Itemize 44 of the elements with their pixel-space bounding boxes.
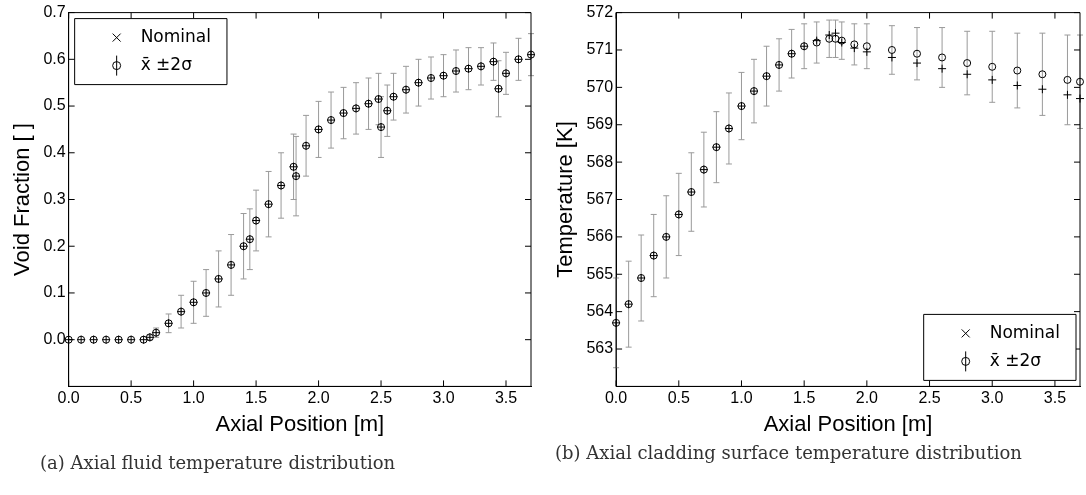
y-tick-label: 0.2 <box>43 236 66 254</box>
x-tick-label: 3.5 <box>494 389 518 407</box>
y-axis-title: Temperature [K] <box>552 121 578 278</box>
y-tick-label: 564 <box>586 302 614 320</box>
legend-label: x̄ ±2σ <box>140 54 193 75</box>
y-tick-label: 0.5 <box>43 96 66 114</box>
x-tick-label: 2.0 <box>855 389 879 407</box>
y-tick-label: 563 <box>586 339 614 357</box>
y-tick-label: 571 <box>586 40 614 58</box>
y-tick-label: 566 <box>586 227 614 245</box>
x-tick-label: 3.0 <box>981 389 1004 407</box>
y-tick-label: 568 <box>586 152 614 170</box>
y-tick-label: 570 <box>586 77 614 95</box>
y-tick-label: 572 <box>586 3 614 21</box>
x-tick-label: 0.5 <box>120 389 143 407</box>
legend-label: Nominal <box>989 321 1061 342</box>
x-tick-label: 0.5 <box>667 389 690 407</box>
x-tick-label: 2.0 <box>307 389 330 407</box>
y-tick-label: 0.4 <box>43 143 66 161</box>
y-tick-label: 0.3 <box>43 189 66 207</box>
legend-label: Nominal <box>140 26 211 47</box>
legend-label: x̄ ±2σ <box>989 349 1042 370</box>
y-tick-label: 0.7 <box>43 3 66 21</box>
x-tick-label: 1.0 <box>730 389 753 407</box>
y-tick-label: 567 <box>586 189 614 207</box>
x-tick-label: 3.0 <box>432 389 455 407</box>
x-tick-label: 0.0 <box>604 389 628 407</box>
y-tick-label: 565 <box>586 264 614 282</box>
x-tick-label: 3.5 <box>1043 389 1067 407</box>
x-tick-label: 1.5 <box>244 389 268 407</box>
y-tick-label: 0.6 <box>43 49 66 67</box>
x-tick-label: 1.5 <box>793 389 816 407</box>
y-tick-label: 569 <box>586 115 614 133</box>
y-axis-title: Void Fraction [ ] <box>9 123 35 276</box>
x-tick-label: 0.0 <box>57 389 80 407</box>
x-tick-label: 2.5 <box>918 389 941 407</box>
text: (a) Axial fluid temperature distribution <box>39 451 397 474</box>
text: (b) Axial cladding surface temperature distribution <box>554 442 1023 464</box>
x-tick-label: 2.5 <box>369 389 393 407</box>
y-tick-label: 0.1 <box>43 283 66 301</box>
x-axis-title: Axial Position [m] <box>215 410 385 436</box>
x-tick-label: 1.0 <box>182 389 205 407</box>
y-tick-label: 0.0 <box>43 330 66 348</box>
x-axis-title: Axial Position [m] <box>763 410 933 436</box>
